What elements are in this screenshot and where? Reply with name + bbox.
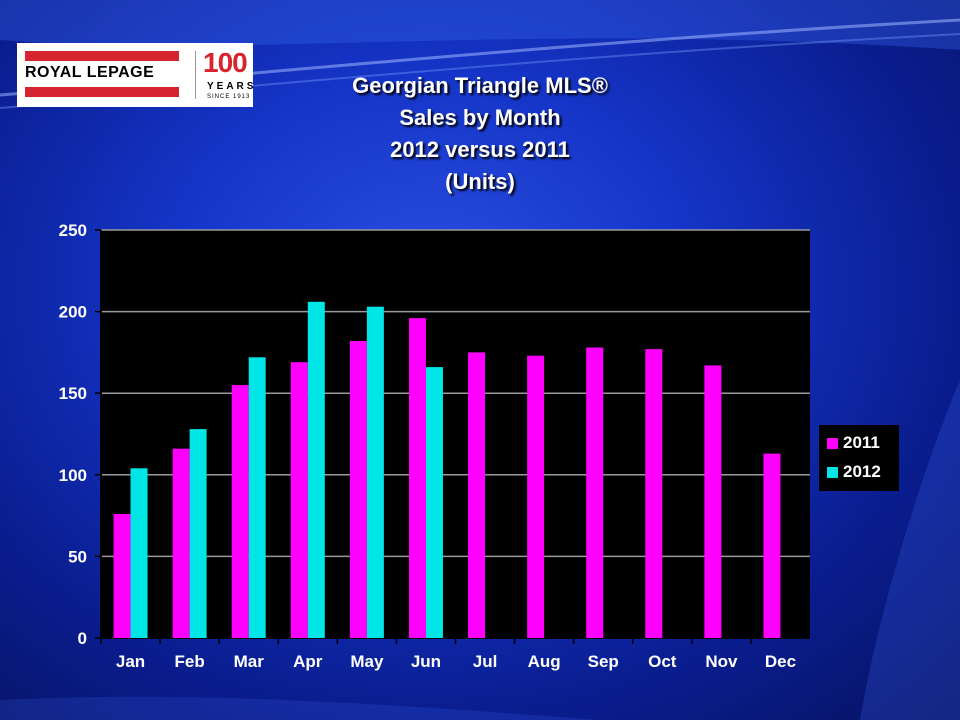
logo-divider [195, 51, 196, 99]
chart-legend: 2011 2012 [819, 425, 899, 491]
logo-red-bar-top [25, 51, 179, 61]
logo-100-text: 100 [203, 47, 248, 78]
logo-since-text: SINCE 1913 [207, 94, 251, 100]
x-tick-label-nov: Nov [705, 652, 738, 671]
logo-red-bar-bottom [25, 87, 179, 97]
y-tick-label-100: 100 [59, 466, 87, 485]
bar-2012-may [366, 306, 384, 638]
x-tick-label-apr: Apr [293, 652, 323, 671]
plot-area [101, 230, 810, 638]
y-tick-label-150: 150 [59, 384, 87, 403]
bar-2011-jan [113, 513, 131, 638]
bar-2012-feb [189, 429, 207, 638]
title-line-2: Sales by Month [399, 105, 561, 130]
bar-2012-mar [248, 357, 266, 638]
bar-2011-nov [704, 365, 722, 638]
logo-years-text: YEARS [207, 81, 257, 92]
legend-item-2012: 2012 [827, 462, 881, 481]
y-tick-label-0: 0 [78, 629, 87, 648]
x-tick-label-dec: Dec [765, 652, 796, 671]
title-line-3: 2012 versus 2011 [390, 137, 570, 162]
title-line-1: Georgian Triangle MLS® [352, 73, 608, 98]
x-tick-label-jan: Jan [116, 652, 145, 671]
bar-2011-sep [586, 347, 604, 638]
bar-2011-oct [645, 349, 663, 638]
legend-item-2011: 2011 [827, 433, 880, 452]
logo-brand-text: ROYAL LEPAGE [25, 64, 155, 81]
x-tick-label-aug: Aug [528, 652, 561, 671]
y-tick-label-250: 250 [59, 221, 87, 240]
chart-title: Georgian Triangle MLS® Sales by Month 20… [280, 70, 680, 198]
bar-2011-may [349, 340, 367, 638]
bar-2011-aug [527, 355, 545, 638]
legend-swatch-2012 [827, 466, 838, 478]
x-tick-label-oct: Oct [648, 652, 677, 671]
y-tick-label-50: 50 [68, 547, 87, 566]
bar-2011-mar [231, 385, 249, 638]
bar-2011-feb [172, 448, 190, 638]
bar-2011-apr [290, 362, 308, 638]
x-tick-label-mar: Mar [234, 652, 265, 671]
royal-lepage-logo: ROYAL LEPAGE 100 YEARS SINCE 1913 [17, 43, 253, 107]
bar-2012-apr [307, 301, 325, 638]
x-tick-label-feb: Feb [175, 652, 205, 671]
x-tick-label-jun: Jun [411, 652, 441, 671]
y-tick-label-200: 200 [59, 303, 87, 322]
legend-swatch-2011 [827, 437, 838, 449]
x-tick-label-may: May [350, 652, 384, 671]
legend-label-2011: 2011 [843, 433, 880, 452]
bar-2011-jul [468, 352, 486, 638]
legend-label-2012: 2012 [843, 462, 881, 481]
x-tick-label-sep: Sep [588, 652, 619, 671]
bar-2011-dec [763, 453, 781, 638]
bar-2011-jun [408, 318, 426, 638]
title-line-4: (Units) [445, 169, 515, 194]
bar-2012-jun [425, 367, 443, 638]
bar-2012-jan [130, 468, 148, 638]
x-tick-label-jul: Jul [473, 652, 498, 671]
